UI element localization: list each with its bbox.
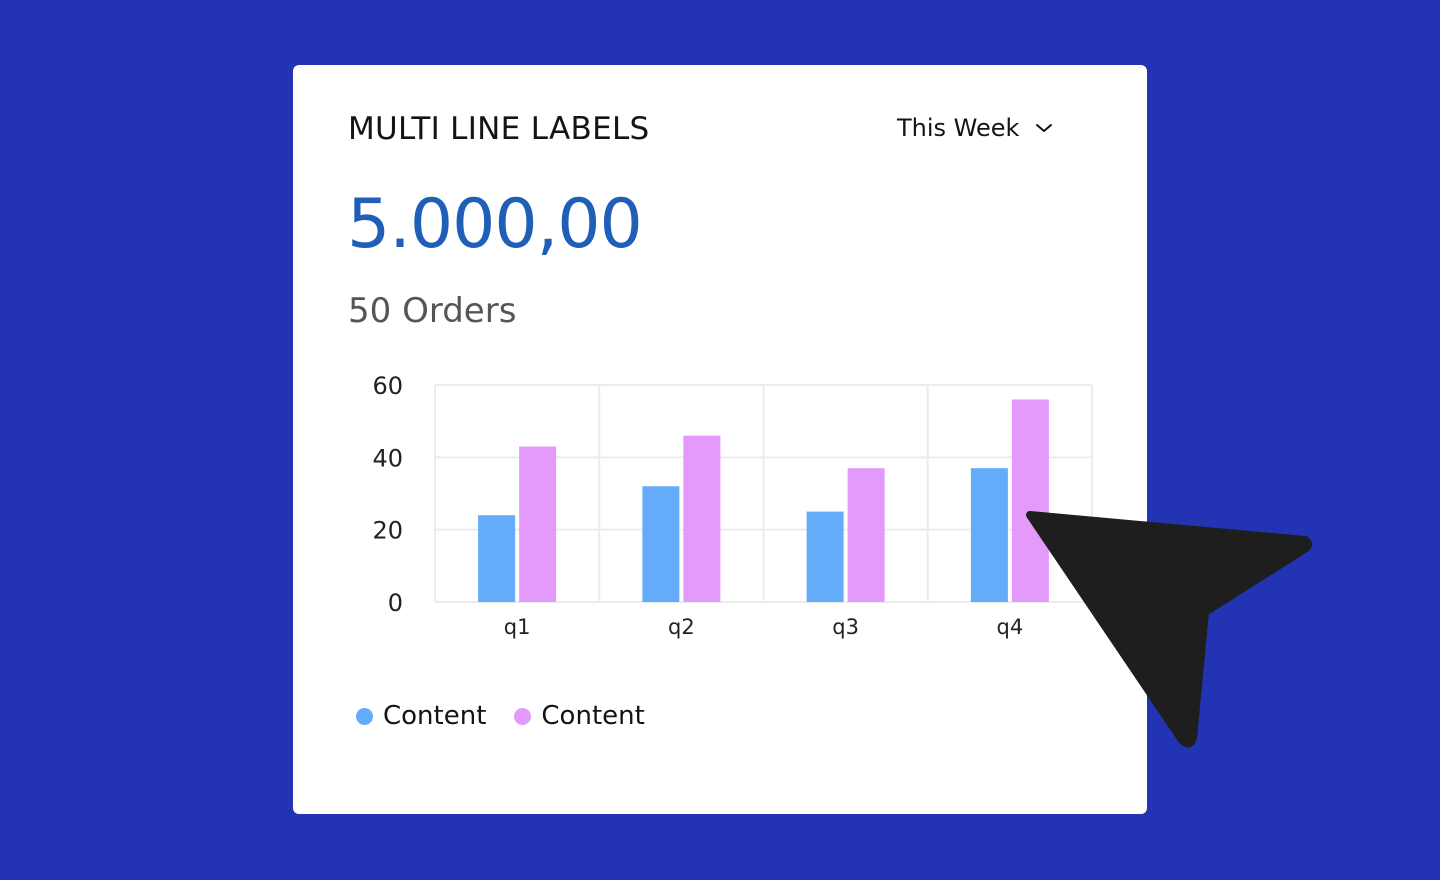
- legend-label-series-1: Content: [383, 701, 487, 731]
- legend-dot-series-2: [514, 707, 532, 725]
- y-tick-label: 40: [372, 444, 403, 472]
- x-tick-label: q1: [504, 615, 531, 639]
- legend-item-series-2[interactable]: Content: [514, 701, 645, 731]
- bar-series-2: [519, 446, 557, 602]
- bar-chart: 0 20 40 60 q1 q2 q3 q4: [372, 372, 1093, 639]
- total-value: 5.000,00: [347, 185, 643, 264]
- x-tick-label: q3: [832, 615, 859, 639]
- chevron-down-icon: [1036, 124, 1053, 132]
- bar-series-1: [970, 468, 1008, 602]
- x-tick-label: q4: [997, 615, 1024, 639]
- orders-count: 50 Orders: [348, 291, 517, 331]
- card-title: MULTI LINE LABELS: [348, 111, 650, 147]
- bar-series-1: [806, 511, 844, 602]
- period-selected-value: This Week: [897, 114, 1020, 142]
- bar-series-2: [683, 435, 721, 602]
- y-tick-label: 0: [388, 589, 403, 617]
- y-tick-label: 20: [372, 517, 403, 545]
- x-tick-label: q2: [668, 615, 695, 639]
- legend-item-series-1[interactable]: Content: [356, 701, 486, 731]
- bar-series-2: [847, 468, 885, 602]
- sales-card: MULTI LINE LABELS This Week 5.000,00 50 …: [293, 65, 1147, 814]
- legend-dot-series-1: [356, 707, 373, 725]
- bar-series-1: [642, 486, 680, 602]
- chart-legend: Content Content: [356, 701, 645, 731]
- bar-series-1: [478, 515, 516, 602]
- period-dropdown[interactable]: This Week: [897, 114, 1053, 142]
- legend-label-series-2: Content: [541, 701, 645, 731]
- y-tick-label: 60: [372, 372, 403, 400]
- bar-series-2: [1011, 399, 1049, 602]
